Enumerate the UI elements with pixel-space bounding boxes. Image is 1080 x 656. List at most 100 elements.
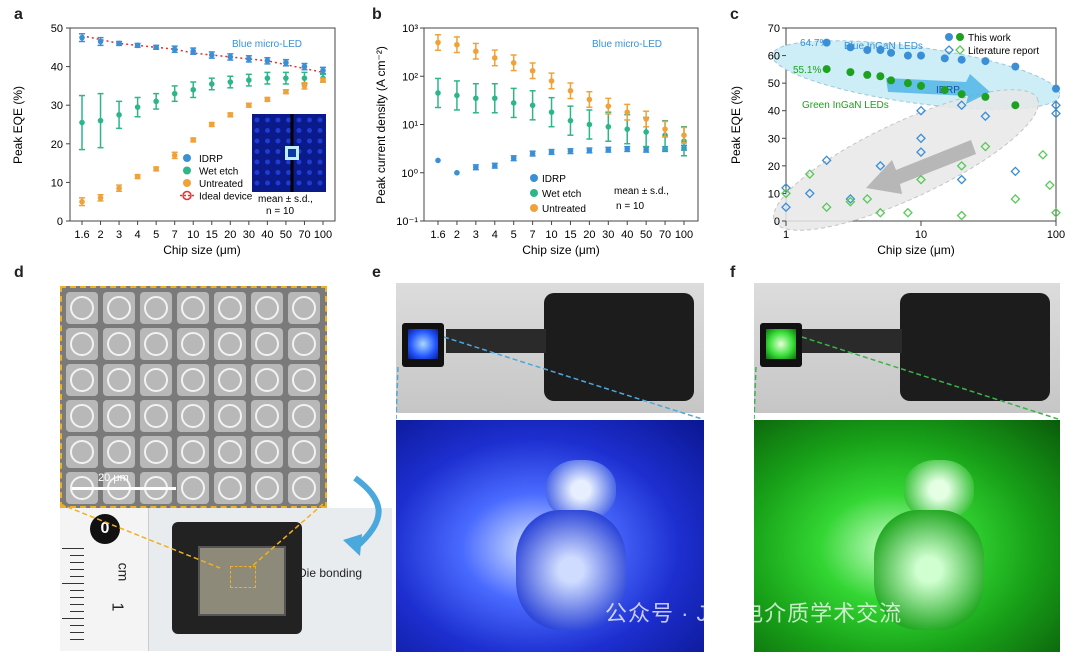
watermark: 公众号 · JAD电介质学术交流 — [605, 601, 903, 626]
a-point-idrp — [79, 34, 85, 41]
chart-b-note-2: n = 10 — [616, 201, 645, 212]
sem-pixel-ring — [107, 368, 131, 392]
a-point-untreated — [320, 77, 326, 83]
c-legend-marker — [955, 45, 965, 55]
c-work-blue-point — [887, 48, 896, 57]
board-e-cable — [446, 329, 546, 353]
inset-pixel — [296, 159, 302, 165]
c-legend-label: Literature report — [968, 46, 1039, 57]
inset-pixel — [307, 149, 312, 154]
a-xtick-label: 10 — [187, 229, 199, 241]
a-point-wet-etch — [134, 104, 141, 110]
a-ytick-label: 50 — [51, 23, 63, 35]
sem-pixel-ring — [292, 404, 316, 428]
a-point-untreated — [190, 137, 197, 143]
chart-c-val-green: 55.1% — [793, 65, 821, 76]
scale-bar-label: 20 μm — [98, 472, 129, 484]
b-point-wet-etch — [491, 95, 498, 102]
sem-pixel-ring — [107, 404, 131, 428]
c-lit-green-point — [1051, 207, 1061, 218]
sem-pixel-ring — [144, 440, 168, 464]
a-ideal-line — [81, 34, 324, 74]
chart-b-annotation: Blue micro-LED — [592, 39, 662, 50]
sem-pixel-ring — [292, 296, 316, 320]
a-point-wet-etch — [79, 119, 85, 126]
sem-pixel-ring — [292, 332, 316, 356]
c-ytick-label: 30 — [768, 133, 780, 145]
c-work-green-point — [887, 76, 896, 85]
ruler-tick — [70, 625, 84, 626]
board-e-display — [402, 323, 444, 367]
c-lit-blue-point — [845, 194, 856, 204]
inset-pixel — [265, 170, 270, 175]
ruler-tick — [70, 632, 84, 633]
sem-pixel-ring — [144, 296, 168, 320]
a-ytick-label: 10 — [51, 177, 63, 189]
c-work-blue-point — [957, 55, 966, 64]
panel-e-connector — [396, 336, 703, 420]
inset-pixel — [265, 138, 270, 144]
b-ytick-label: 10³ — [402, 23, 418, 35]
a-point-wet-etch — [208, 81, 215, 87]
sem-pixel-ring — [181, 332, 205, 356]
ruler-tick — [70, 562, 84, 563]
b-xtick-label: 10 — [545, 229, 557, 241]
b-point-untreated — [548, 78, 555, 84]
sem-pixel-ring — [292, 440, 316, 464]
b-xtick-label: 3 — [473, 229, 479, 241]
ruler-tick — [70, 611, 84, 612]
inset-pixel — [307, 159, 312, 165]
c-lit-blue-point — [980, 111, 991, 122]
board-f-pcb — [900, 293, 1050, 401]
c-work-blue-point — [903, 51, 912, 60]
a-legend-label: Wet etch — [199, 167, 238, 178]
b-point-untreated — [454, 41, 460, 48]
a-point-untreated — [116, 185, 122, 191]
a-legend-marker — [183, 179, 191, 187]
inset-pixel — [286, 180, 291, 186]
chart-a-note-2: n = 10 — [266, 206, 295, 217]
b-point-idrp — [491, 162, 498, 169]
b-ytick-label: 10⁰ — [401, 168, 418, 180]
panel-f-board-photo — [754, 283, 1060, 413]
c-lit-blue-point — [781, 202, 791, 213]
chart-a-ylabel: Peak EQE (%) — [11, 86, 25, 164]
chart-c-grey-arrow — [866, 140, 976, 194]
c-lit-green-point — [875, 207, 886, 218]
b-legend-label: IDRP — [542, 174, 566, 185]
ruler-tick — [70, 576, 84, 577]
a-xtick-label: 4 — [135, 229, 141, 241]
c-work-blue-point — [846, 43, 855, 52]
b-xtick-label: 5 — [511, 229, 517, 241]
panel-label-b: b — [372, 6, 382, 23]
b-xtick-label: 1.6 — [430, 229, 445, 241]
b-xtick-label: 100 — [675, 229, 693, 241]
panel-f-cat-image — [754, 420, 1060, 652]
chip-die — [198, 546, 286, 616]
a-point-wet-etch — [153, 98, 159, 105]
b-point-idrp — [510, 155, 517, 162]
sem-pixel-ring — [181, 404, 205, 428]
board-e-pcb — [544, 293, 694, 401]
panel-label-c: c — [730, 6, 739, 23]
c-work-blue-point — [1052, 84, 1060, 93]
a-xtick-label: 100 — [314, 229, 332, 241]
c-lit-blue-point — [875, 160, 886, 171]
b-point-untreated — [586, 96, 593, 103]
c-lit-blue-point — [804, 188, 815, 199]
inset-pixel — [286, 117, 291, 123]
c-lit-green-point — [1037, 149, 1048, 160]
a-point-idrp — [264, 58, 271, 64]
sem-pixel-ring — [255, 368, 279, 392]
b-point-idrp — [454, 169, 460, 176]
ruler-tick — [70, 569, 84, 570]
inset-pixel — [317, 180, 323, 186]
b-point-wet-etch — [548, 109, 555, 115]
c-work-green-point — [940, 86, 949, 95]
chart-b-note-1: mean ± s.d., — [614, 186, 669, 197]
a-point-untreated — [301, 83, 308, 89]
sem-pixel-ring — [144, 368, 168, 392]
b-ytick-label: 10⁻¹ — [396, 216, 418, 228]
sem-border — [60, 286, 327, 508]
c-work-blue-point — [822, 38, 831, 47]
